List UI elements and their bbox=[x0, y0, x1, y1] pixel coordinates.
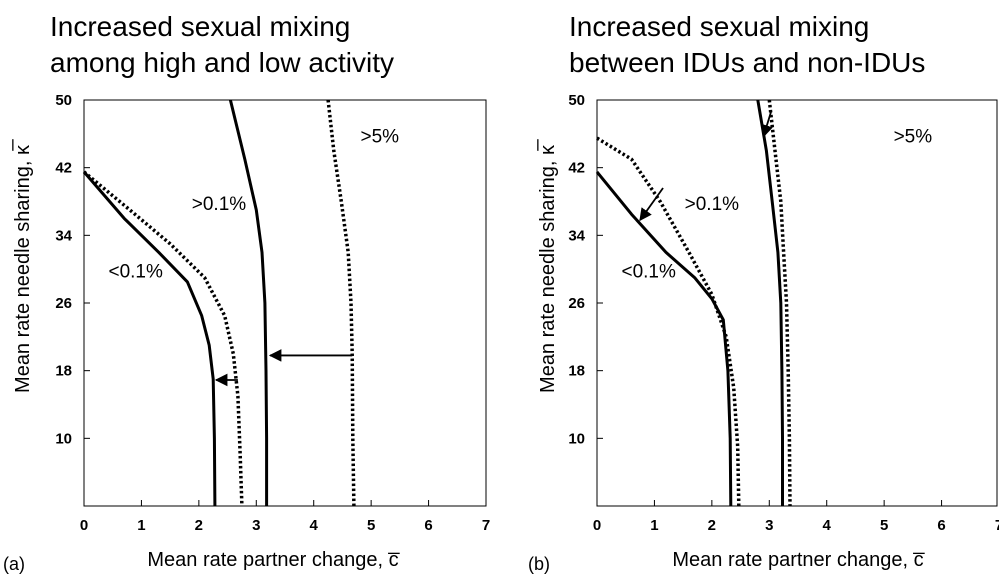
panel-b-x-tick-label: 2 bbox=[708, 517, 716, 534]
panel-b-label: (b) bbox=[528, 554, 550, 574]
panel-b-x-axis-label: Mean rate partner change, c̅ bbox=[672, 549, 925, 571]
panel-a-y-axis-label: Mean rate needle sharing, κ̅ bbox=[11, 139, 34, 393]
panel-a-y-tick-label: 26 bbox=[55, 295, 72, 312]
panel-a-plot-frame bbox=[83, 99, 487, 507]
panel-a-y-tick-label: 18 bbox=[55, 363, 72, 380]
panel-b-x-tick-label: 5 bbox=[880, 517, 888, 534]
panel-a-x-tick-label: 7 bbox=[482, 517, 490, 534]
panel-b-y-axis-label: Mean rate needle sharing, κ̅ bbox=[536, 139, 559, 393]
panel-b-title-line-2: between IDUs and non-IDUs bbox=[569, 47, 925, 78]
panel-b-solid-curve-3 bbox=[756, 99, 784, 506]
panel-a-x-tick-label: 1 bbox=[137, 517, 145, 534]
panel-b-region-label: >0.1% bbox=[685, 194, 740, 215]
panel-b-x-tick-label: 7 bbox=[995, 517, 999, 534]
panel-b-y-tick-label: 10 bbox=[568, 430, 585, 447]
panel-a-x-tick-label: 5 bbox=[367, 517, 375, 534]
panel-b-x-tick-label: 3 bbox=[765, 517, 773, 534]
panel-b-plot-frame bbox=[596, 99, 998, 507]
panel-b-shift-arrow-1 bbox=[760, 111, 773, 138]
panel-a-y-tick-label: 10 bbox=[55, 430, 72, 447]
panel-b-region-label: >5% bbox=[894, 126, 933, 147]
panel-a-y-tick-label: 42 bbox=[55, 160, 72, 177]
panel-b-y-tick-label: 50 bbox=[568, 92, 585, 109]
panel-b-x-tick-label: 1 bbox=[650, 517, 658, 534]
panel-b-solid-curve-1 bbox=[595, 170, 733, 507]
panel-a-y-tick-label: 34 bbox=[55, 227, 72, 244]
panel-a-title-line-2: among high and low activity bbox=[50, 47, 394, 78]
panel-b-region-label: <0.1% bbox=[621, 262, 676, 283]
panel-a: Increased sexual mixing among high and l… bbox=[3, 11, 490, 574]
panel-b-title-line-1: Increased sexual mixing bbox=[569, 11, 869, 42]
panel-b-x-tick-label: 0 bbox=[593, 517, 601, 534]
panel-b: Increased sexual mixing between IDUs and… bbox=[528, 11, 999, 574]
panel-a-solid-curve-1 bbox=[82, 170, 217, 507]
panel-a-region-label: >0.1% bbox=[192, 194, 247, 215]
panel-a-x-tick-label: 0 bbox=[80, 517, 88, 534]
panel-b-shift-arrow-2 bbox=[639, 187, 664, 222]
panel-a-x-axis-label: Mean rate partner change, c̅ bbox=[147, 549, 400, 571]
panel-b-y-tick-label: 26 bbox=[568, 295, 585, 312]
panel-a-x-tick-label: 6 bbox=[424, 517, 432, 534]
panel-a-dotted-curve-2 bbox=[82, 170, 244, 507]
panel-a-title-line-1: Increased sexual mixing bbox=[50, 11, 350, 42]
panel-a-x-tick-label: 4 bbox=[310, 517, 319, 534]
panel-a-dotted-curve-4 bbox=[326, 99, 356, 507]
panel-a-region-label: <0.1% bbox=[108, 262, 163, 283]
panel-a-x-tick-label: 2 bbox=[195, 517, 203, 534]
panel-b-x-tick-label: 4 bbox=[823, 517, 832, 534]
panel-b-y-tick-label: 34 bbox=[568, 227, 585, 244]
panel-a-y-tick-label: 50 bbox=[55, 92, 72, 109]
panel-b-x-tick-label: 6 bbox=[937, 517, 945, 534]
panel-b-dotted-curve-2 bbox=[596, 136, 741, 507]
panel-b-y-tick-label: 42 bbox=[568, 160, 585, 177]
panel-a-label: (a) bbox=[3, 554, 25, 574]
panel-b-y-tick-label: 18 bbox=[568, 363, 585, 380]
panel-a-region-label: >5% bbox=[360, 126, 399, 147]
panel-a-x-tick-label: 3 bbox=[252, 517, 260, 534]
panel-a-solid-curve-3 bbox=[228, 99, 269, 506]
